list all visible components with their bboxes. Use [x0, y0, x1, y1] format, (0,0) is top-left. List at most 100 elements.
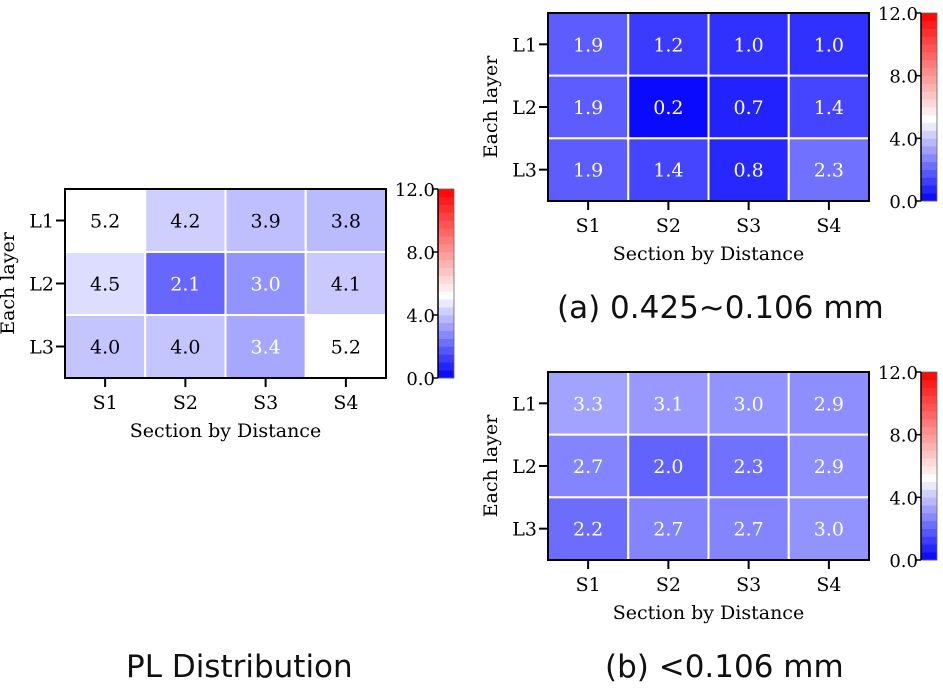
colorbar-segment [921, 489, 937, 498]
cell-value-label: 2.3 [734, 456, 764, 478]
colorbar-segment [438, 220, 454, 229]
heatmap-cell [547, 496, 630, 562]
colorbar-tick-label: 4.0 [889, 129, 918, 150]
caption-pl-distribution: PL Distribution [126, 649, 353, 685]
heatmap-cell [304, 314, 387, 379]
heatmap-cell [144, 314, 227, 379]
colorbar-segment [921, 107, 937, 116]
heatmap-cell [787, 137, 870, 202]
colorbar-segment [921, 426, 937, 435]
cell-value-label: 1.9 [573, 34, 603, 56]
cell-value-label: 2.7 [573, 456, 603, 478]
cell-value-label: 4.1 [331, 274, 361, 296]
y-axis-title: Each layer [480, 55, 502, 158]
colorbar-segment [921, 146, 937, 155]
heatmap-cell [707, 433, 790, 499]
y-axis-title: Each layer [0, 231, 19, 334]
cell-value-label: 2.0 [653, 456, 683, 478]
colorbar-segment [921, 419, 937, 428]
colorbar-segment [438, 315, 454, 324]
colorbar-segment [921, 60, 937, 69]
x-tick-label: S3 [253, 392, 278, 414]
heatmap-cell [144, 188, 227, 253]
y-tick-label: L1 [512, 393, 537, 415]
colorbar-segment [438, 330, 454, 339]
colorbar-segment [921, 387, 937, 396]
colorbar-segment [921, 528, 937, 537]
colorbar-segment [438, 283, 454, 292]
colorbar-segment [921, 411, 937, 420]
heatmap-cell [787, 371, 870, 436]
colorbar-segment [921, 520, 937, 529]
cell-value-label: 4.0 [90, 337, 120, 359]
y-tick-label: L2 [512, 97, 537, 119]
colorbar-segment [921, 122, 937, 131]
colorbar-segment [921, 13, 937, 22]
colorbar-segment [921, 161, 937, 170]
colorbar-tick-label: 8.0 [406, 243, 435, 264]
y-axis-title: Each layer [480, 414, 502, 517]
cell-value-label: 4.5 [90, 274, 120, 296]
colorbar-segment [438, 291, 454, 300]
x-tick-label: S3 [736, 215, 761, 237]
colorbar-segment [438, 252, 454, 261]
colorbar-segment [921, 466, 937, 475]
colorbar-segment [438, 189, 454, 198]
colorbar-segment [438, 244, 454, 253]
colorbar-tick-label: 8.0 [889, 426, 918, 447]
colorbar-segment [921, 395, 937, 404]
y-tick-label: L1 [512, 34, 537, 56]
colorbar-segment [438, 196, 454, 206]
cell-value-label: 3.0 [814, 519, 844, 541]
x-tick-label: S1 [576, 215, 601, 237]
colorbar-segment [438, 267, 454, 276]
heatmap-cell [547, 433, 630, 499]
colorbar-segment [921, 52, 937, 61]
colorbar-segment [921, 114, 937, 123]
colorbar-segment [921, 442, 937, 451]
x-tick-label: S1 [576, 574, 601, 596]
colorbar-segment [921, 44, 937, 53]
colorbar-segment [921, 481, 937, 490]
cell-value-label: 1.9 [573, 97, 603, 119]
colorbar-segment [921, 473, 937, 482]
cell-value-label: 3.9 [251, 211, 281, 233]
x-tick-label: S1 [93, 392, 118, 414]
heatmap-b: 3.3 3.1 3.0 2.9 2.7 2.0 2.3 2.9 2.2 2.7 2.7 3.0 L1 L2… [480, 363, 938, 624]
heatmap-a: 1.9 1.2 1.0 1.0 1.9 0.2 0.7 1.4 1.9 1.4 0.8 2.3 L1 L2… [480, 4, 938, 265]
heatmap-cell [304, 251, 387, 316]
colorbar-segment [438, 236, 454, 245]
cell-value-label: 3.0 [251, 274, 281, 296]
colorbar-segment [921, 434, 937, 443]
colorbar-segment [438, 370, 454, 379]
colorbar-segment [921, 130, 937, 139]
cell-value-label: 0.7 [734, 97, 764, 119]
colorbar-segment [438, 299, 454, 308]
heatmap-cell [627, 496, 710, 562]
x-tick-label: S2 [173, 392, 198, 414]
colorbar-segment [921, 169, 937, 178]
cell-value-label: 2.9 [814, 456, 844, 478]
colorbar-segment [921, 458, 937, 467]
cell-value-label: 4.0 [170, 337, 200, 359]
colorbar-segment [921, 497, 937, 506]
cell-value-label: 0.8 [734, 160, 764, 182]
y-tick-label: L3 [29, 337, 54, 359]
x-tick-label: S3 [736, 574, 761, 596]
cell-value-label: 2.9 [814, 393, 844, 415]
cell-value-label: 1.4 [814, 97, 844, 119]
colorbar-segment [438, 259, 454, 269]
cell-value-label: 1.0 [734, 34, 764, 56]
x-tick-label: S4 [816, 574, 841, 596]
colorbar-segment [921, 154, 937, 163]
cell-value-label: 2.7 [653, 519, 683, 541]
colorbar-segment [921, 372, 937, 381]
cell-value-label: 0.2 [653, 97, 683, 119]
colorbar-segment [921, 450, 937, 459]
colorbar-tick-label: 4.0 [406, 306, 435, 327]
heatmap-cell [627, 137, 710, 202]
caption-panel-a: (a) 0.425~0.106 mm [557, 290, 884, 326]
colorbar-segment [438, 338, 454, 347]
